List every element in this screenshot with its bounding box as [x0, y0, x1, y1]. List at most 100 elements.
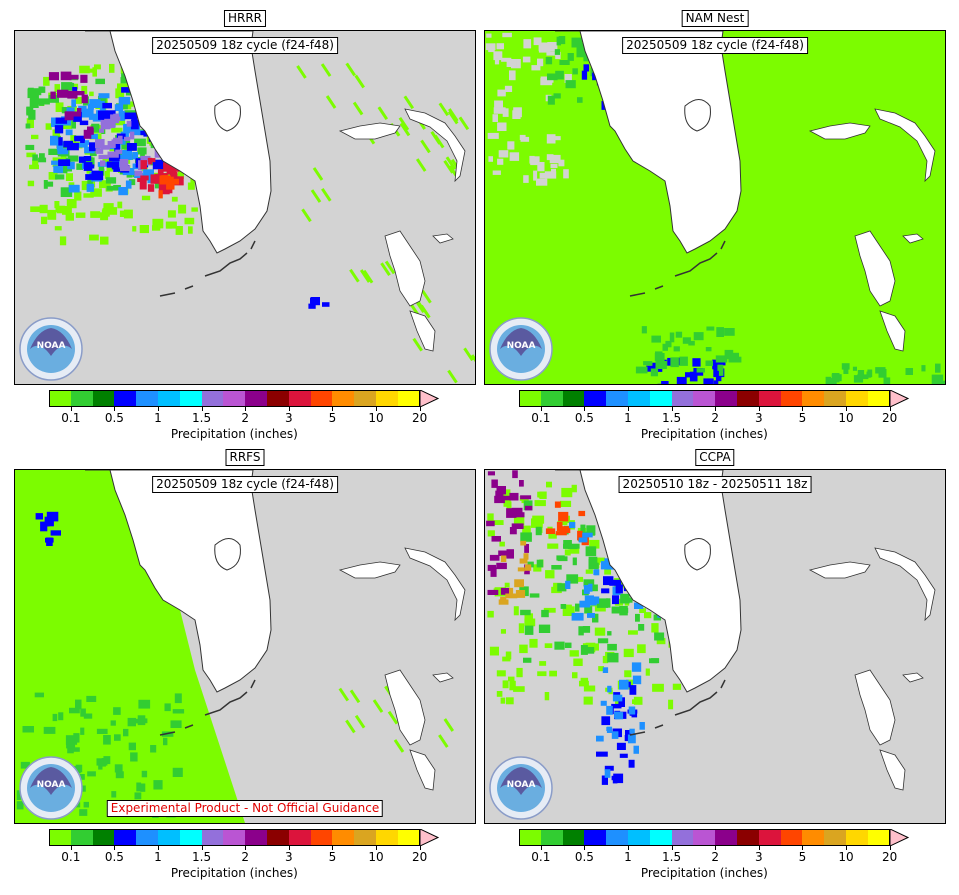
precip-cell: [494, 100, 503, 108]
precip-cell: [123, 728, 129, 737]
precip-cell: [639, 722, 645, 730]
precip-cell: [935, 363, 941, 373]
precip-cell: [612, 694, 623, 702]
colorbar-segment: [223, 390, 246, 407]
precip-cell: [58, 712, 64, 721]
precip-cell: [172, 709, 185, 714]
precip-cell: [600, 700, 607, 706]
precip-cell: [693, 332, 704, 341]
precip-cell: [91, 123, 100, 133]
precip-map: [15, 31, 475, 384]
precip-cell: [172, 767, 183, 777]
precip-cell: [619, 753, 628, 758]
colorbar-segment: [332, 829, 355, 846]
colorbar-segment: [49, 829, 72, 846]
bahamas-island: [879, 310, 906, 352]
cycle-label: 20250509 18z cycle (f24-f48): [622, 37, 808, 54]
precip-cell: [565, 80, 576, 89]
precip-cell: [519, 480, 524, 487]
precip-field: [15, 470, 245, 823]
precip-cell: [529, 593, 540, 598]
precip-cell: [77, 108, 82, 113]
precip-cell: [487, 530, 495, 537]
precip-cell: [829, 377, 837, 384]
precip-cell: [569, 546, 580, 554]
precip-map: [485, 31, 945, 384]
precip-cell: [99, 180, 111, 189]
precip-map: [485, 470, 945, 823]
precip-cell: [164, 703, 171, 712]
precip-cell: [562, 606, 575, 616]
precip-cell: [921, 365, 926, 372]
precip-cell: [641, 326, 647, 334]
precip-cell: [60, 187, 73, 197]
precip-cell: [524, 625, 534, 635]
precip-cell: [38, 99, 45, 106]
colorbar-tick: [628, 407, 629, 411]
colorbar-tick: [158, 407, 159, 411]
colorbar-tick-label: 1.5: [662, 850, 682, 864]
precip-cell: [80, 708, 86, 717]
precip-cell: [130, 752, 138, 762]
precip-cell: [487, 132, 499, 139]
precip-cell: [95, 139, 105, 149]
colorbar-segment: [49, 390, 72, 407]
florida-keys: [629, 679, 726, 736]
precip-cell: [119, 210, 131, 217]
precip-cell: [905, 368, 913, 375]
precip-streak: [338, 687, 350, 702]
precip-cell: [61, 82, 73, 91]
colorbar: 0.1 0.5 1 1.5 2 3 5 10 20 Precipitation (inches): [519, 390, 911, 441]
colorbar-segment: [136, 390, 159, 407]
precip-cell: [491, 479, 498, 488]
colorbar-segment: [158, 390, 181, 407]
precip-cell: [64, 111, 74, 121]
precip-cell: [84, 140, 90, 145]
precip-cell: [48, 72, 59, 81]
florida-coastline: [85, 470, 272, 693]
colorbar-segment: [70, 390, 94, 407]
bahamas-island: [854, 669, 896, 746]
precip-cell: [607, 652, 619, 663]
precip-cell: [184, 217, 195, 225]
precip-streak: [412, 337, 423, 352]
panel-title: CCPA: [695, 449, 735, 466]
precip-cell: [128, 179, 136, 186]
precip-cell: [27, 180, 35, 187]
bahamas-island: [432, 672, 454, 683]
precip-cell: [117, 83, 129, 90]
precip-cell: [134, 138, 146, 147]
precip-cell: [649, 658, 658, 664]
precip-cell: [87, 103, 94, 110]
colorbar-segment: [245, 390, 268, 407]
cycle-label: 20250509 18z cycle (f24-f48): [152, 37, 338, 54]
precip-cell: [513, 686, 525, 692]
precip-cell: [20, 761, 30, 769]
precip-cell: [98, 93, 110, 99]
precip-cell: [25, 123, 31, 129]
colorbar: 0.1 0.5 1 1.5 2 3 5 10 20 Precipitation (inches): [519, 829, 911, 880]
precip-cell: [55, 174, 65, 180]
colorbar-segment: [310, 829, 333, 846]
precip-cell: [54, 201, 60, 209]
colorbar-segment: [540, 390, 564, 407]
precip-cell: [646, 365, 653, 372]
colorbar-tick-label: 20: [411, 850, 428, 864]
precip-cell: [131, 112, 138, 120]
colorbar-tick: [758, 846, 760, 850]
precip-cell: [536, 559, 544, 568]
florida-keys: [159, 679, 256, 736]
precip-cell: [153, 780, 163, 790]
precip-cell: [600, 561, 611, 570]
precip-cell: [679, 356, 688, 366]
precip-cell: [138, 718, 148, 724]
precip-cell: [48, 172, 58, 180]
colorbar-segment: [802, 390, 825, 407]
precip-cell: [114, 104, 124, 111]
precip-cell: [696, 368, 705, 373]
precip-cell: [559, 526, 571, 534]
lake-okeechobee: [214, 99, 241, 132]
precip-cell: [650, 368, 658, 377]
precip-cell: [554, 136, 561, 141]
colorbar-tick-label: 1.5: [662, 411, 682, 425]
